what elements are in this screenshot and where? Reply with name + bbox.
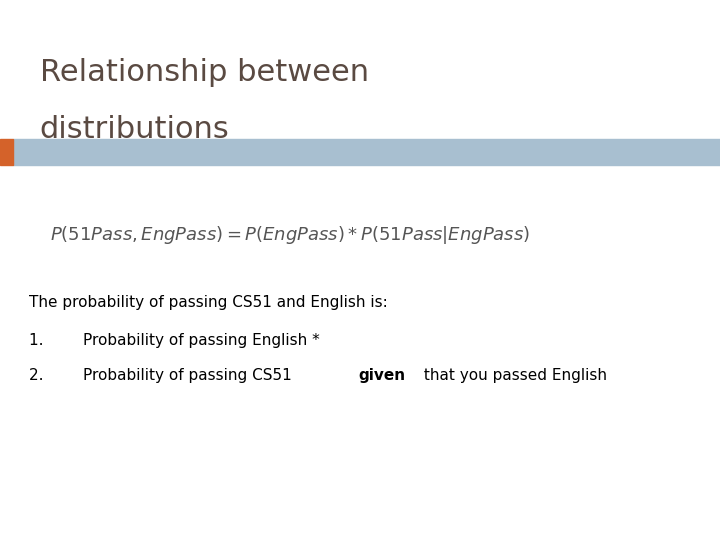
- Text: Relationship between: Relationship between: [40, 58, 369, 87]
- Text: The probability of passing CS51 and English is:: The probability of passing CS51 and Engl…: [29, 295, 387, 310]
- Text: 2.: 2.: [29, 368, 58, 383]
- Bar: [13, 139, 720, 165]
- Text: that you passed English: that you passed English: [419, 368, 607, 383]
- Text: 1.: 1.: [29, 333, 58, 348]
- Text: Probability of passing CS51: Probability of passing CS51: [83, 368, 297, 383]
- Bar: [0, 139, 13, 165]
- Text: given: given: [359, 368, 405, 383]
- Text: distributions: distributions: [40, 115, 230, 144]
- Text: $P(51Pass, EngPass) = P(EngPass) * P(51Pass|EngPass)$: $P(51Pass, EngPass) = P(EngPass) * P(51P…: [50, 224, 531, 246]
- Text: Probability of passing English *: Probability of passing English *: [83, 333, 320, 348]
